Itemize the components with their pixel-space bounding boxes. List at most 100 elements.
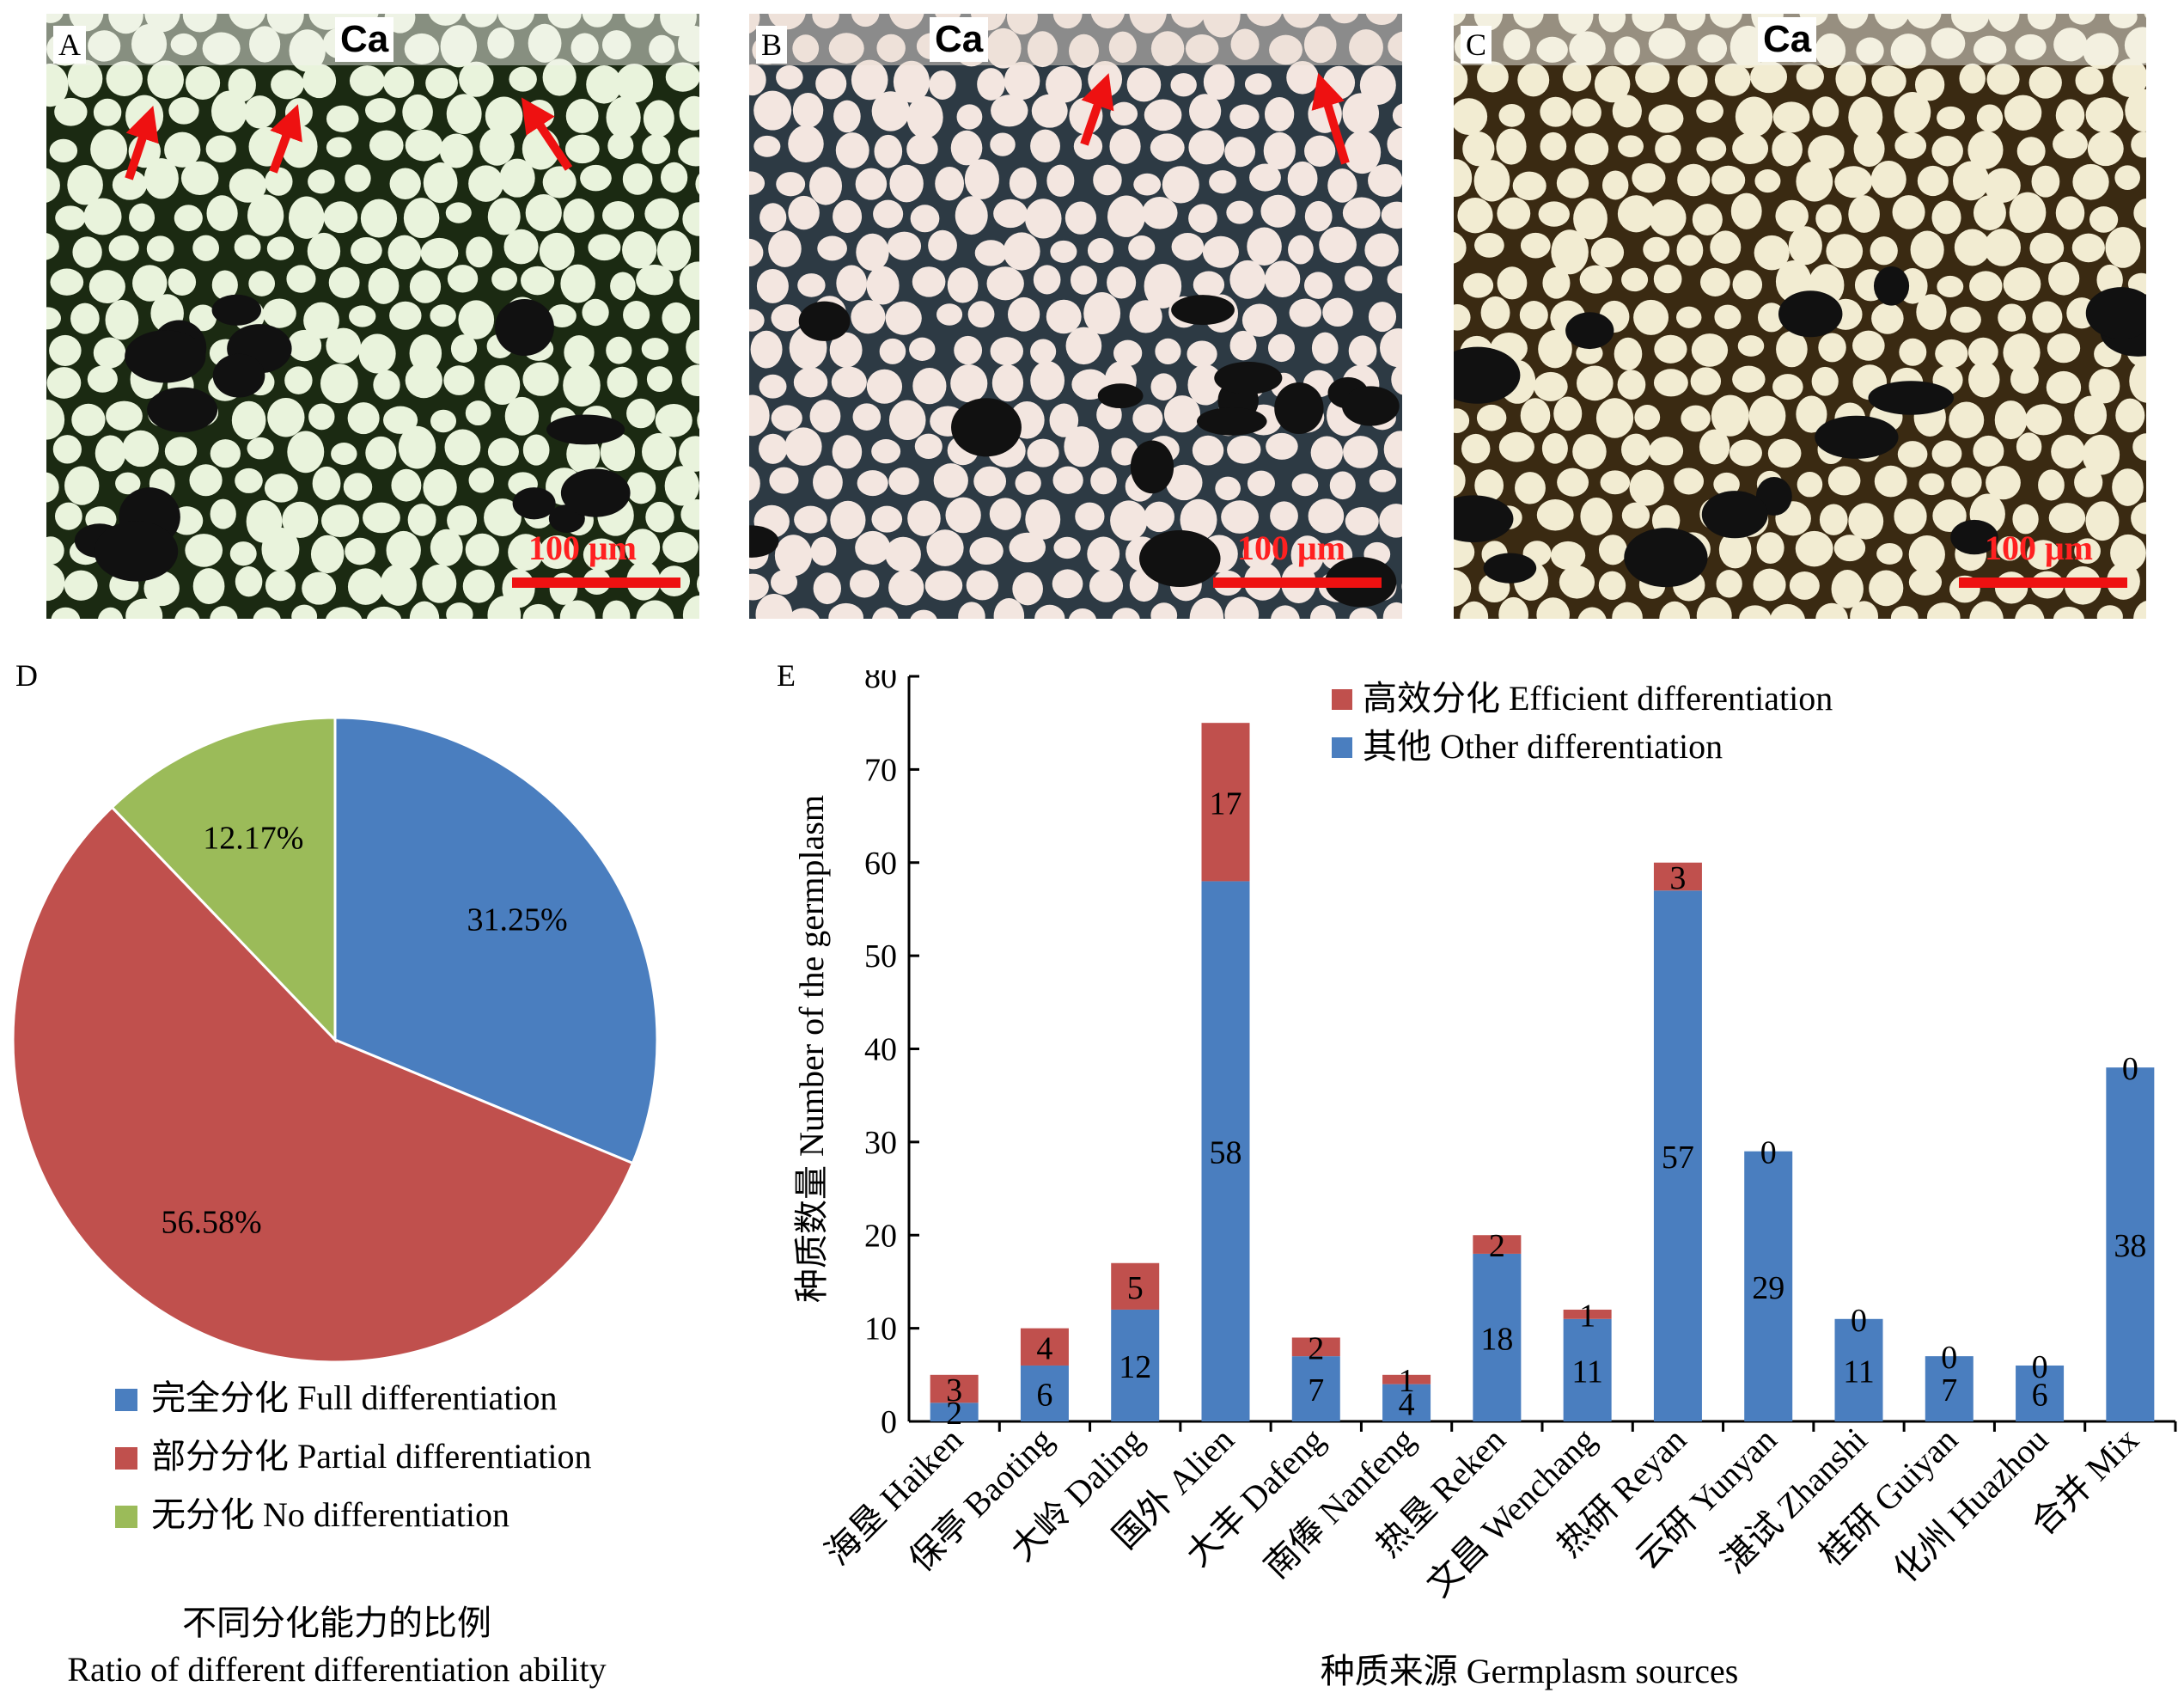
bar-other-differentiation — [1653, 890, 1702, 1421]
pie-slice — [110, 716, 337, 1043]
y-axis-label: 种质数量 Number of the germplasm — [792, 795, 831, 1303]
micrograph-b — [749, 14, 1402, 619]
micrograph-c-image — [1454, 14, 2146, 619]
bar-label-efficient: 1 — [1399, 1363, 1415, 1399]
panel-label-a: A — [53, 26, 86, 64]
bar-other-differentiation — [930, 1402, 979, 1421]
bar-label-efficient: 0 — [1851, 1303, 1867, 1339]
bar-label-other: 58 — [1210, 1135, 1242, 1171]
y-tick-label: 80 — [864, 670, 897, 695]
pie-data-label: 31.25% — [467, 901, 567, 938]
pie-legend-swatch — [115, 1447, 137, 1470]
pie-legend-swatch — [115, 1389, 137, 1411]
bar-other-differentiation — [1563, 1318, 1612, 1421]
scale-bar-a — [512, 578, 680, 588]
y-tick-label: 60 — [864, 846, 897, 882]
bar-label-efficient: 3 — [1669, 860, 1686, 896]
pie-title: 不同分化能力的比例 — [182, 1604, 491, 1642]
micrograph-c — [1454, 14, 2146, 619]
panel-label-d: D — [10, 657, 43, 694]
bar-other-differentiation — [1473, 1253, 1522, 1421]
pie-legend-label: 完全分化 Full differentiation — [151, 1378, 558, 1417]
tissue-label-ca-b: Ca — [930, 17, 989, 62]
bar-label-efficient: 5 — [1127, 1270, 1144, 1306]
bar-efficient-differentiation — [1111, 1262, 1160, 1310]
tissue-label-ca-c: Ca — [1758, 17, 1817, 62]
bar-legend-label: 高效分化 Efficient differentiation — [1363, 679, 1833, 718]
y-tick-label: 0 — [881, 1404, 897, 1440]
bar-efficient-differentiation — [1473, 1235, 1522, 1254]
bar-other-differentiation — [1744, 1151, 1793, 1421]
bar-other-differentiation — [1020, 1365, 1069, 1421]
y-tick-label: 20 — [864, 1218, 897, 1254]
bar-label-efficient: 3 — [946, 1372, 962, 1409]
micrograph-a — [46, 14, 699, 619]
bar-other-differentiation — [1111, 1309, 1160, 1421]
y-tick-label: 30 — [864, 1125, 897, 1161]
pie-subtitle: Ratio of different differentiation abili… — [67, 1650, 606, 1689]
bar-label-other: 11 — [1843, 1354, 1875, 1390]
x-axis-label: 种质来源 Germplasm sources — [1321, 1652, 1739, 1690]
scale-bar-b — [1213, 578, 1382, 588]
bar-label-efficient: 17 — [1210, 785, 1242, 822]
y-tick-label: 50 — [864, 938, 897, 975]
bar-label-efficient: 2 — [1489, 1228, 1505, 1264]
pie-legend-label: 部分分化 Partial differentiation — [151, 1437, 591, 1476]
bar-legend-label: 其他 Other differentiation — [1363, 727, 1723, 766]
bar-label-other: 57 — [1662, 1140, 1694, 1176]
panel-label-e: E — [772, 657, 801, 694]
y-tick-label: 40 — [864, 1032, 897, 1068]
bar-label-efficient: 1 — [1579, 1298, 1595, 1334]
bar-label-other: 7 — [1308, 1372, 1324, 1409]
bar-label-efficient: 0 — [2032, 1349, 2048, 1385]
bar-label-other: 4 — [1399, 1386, 1415, 1422]
bar-label-efficient: 0 — [1760, 1135, 1777, 1171]
bar-label-other: 12 — [1119, 1349, 1151, 1385]
bar-label-other: 11 — [1571, 1354, 1603, 1390]
bar-efficient-differentiation — [1563, 1309, 1612, 1319]
pie-data-label: 12.17% — [203, 820, 303, 856]
bar-other-differentiation — [1925, 1356, 1974, 1421]
bar-label-efficient: 0 — [1941, 1340, 1957, 1376]
scale-bar-c — [1959, 578, 2127, 588]
bar-legend-swatch — [1332, 689, 1352, 710]
bar-other-differentiation — [1834, 1318, 1883, 1421]
micrograph-a-image — [46, 14, 699, 619]
y-tick-label: 10 — [864, 1311, 897, 1348]
bar-label-efficient: 2 — [1308, 1330, 1324, 1366]
bar-label-other: 7 — [1941, 1372, 1957, 1409]
bar-label-other: 6 — [2032, 1377, 2048, 1413]
bar-efficient-differentiation — [1020, 1328, 1069, 1366]
bar-efficient-differentiation — [1653, 862, 1702, 891]
bar-label-efficient: 0 — [2122, 1051, 2138, 1087]
panel-label-c: C — [1461, 26, 1492, 64]
bar-other-differentiation — [1201, 881, 1250, 1421]
y-tick-label: 70 — [864, 752, 897, 788]
bar-label-other: 2 — [946, 1396, 962, 1432]
bar-other-differentiation — [2106, 1067, 2155, 1421]
scale-label-a: 100 μm — [528, 529, 637, 567]
bar-label-other: 38 — [2114, 1228, 2146, 1264]
bar-other-differentiation — [1291, 1356, 1340, 1421]
bar-label-other: 29 — [1752, 1270, 1784, 1306]
panel-label-b: B — [756, 26, 788, 64]
bar-efficient-differentiation — [1201, 723, 1250, 882]
bar-efficient-differentiation — [1382, 1374, 1431, 1384]
pie-slice — [333, 716, 659, 1165]
bar-other-differentiation — [2016, 1365, 2065, 1421]
micrograph-b-image — [749, 14, 1402, 619]
pie-chart: 31.25% 56.58% 12.17% 完全分化 Full differentiat… — [11, 716, 659, 1689]
bar-efficient-differentiation — [1291, 1337, 1340, 1357]
bar-label-other: 6 — [1036, 1377, 1052, 1413]
pie-slice — [11, 805, 635, 1364]
scale-label-b: 100 μm — [1237, 529, 1345, 567]
bar-label-other: 18 — [1480, 1321, 1513, 1357]
scale-label-c: 100 μm — [1985, 529, 2093, 567]
bar-efficient-differentiation — [930, 1374, 979, 1403]
pie-legend-label: 无分化 No differentiation — [151, 1495, 509, 1534]
bar-label-efficient: 4 — [1036, 1330, 1052, 1366]
tissue-label-ca-a: Ca — [335, 17, 394, 62]
bar-other-differentiation — [1382, 1384, 1431, 1421]
pie-legend-swatch — [115, 1506, 137, 1528]
